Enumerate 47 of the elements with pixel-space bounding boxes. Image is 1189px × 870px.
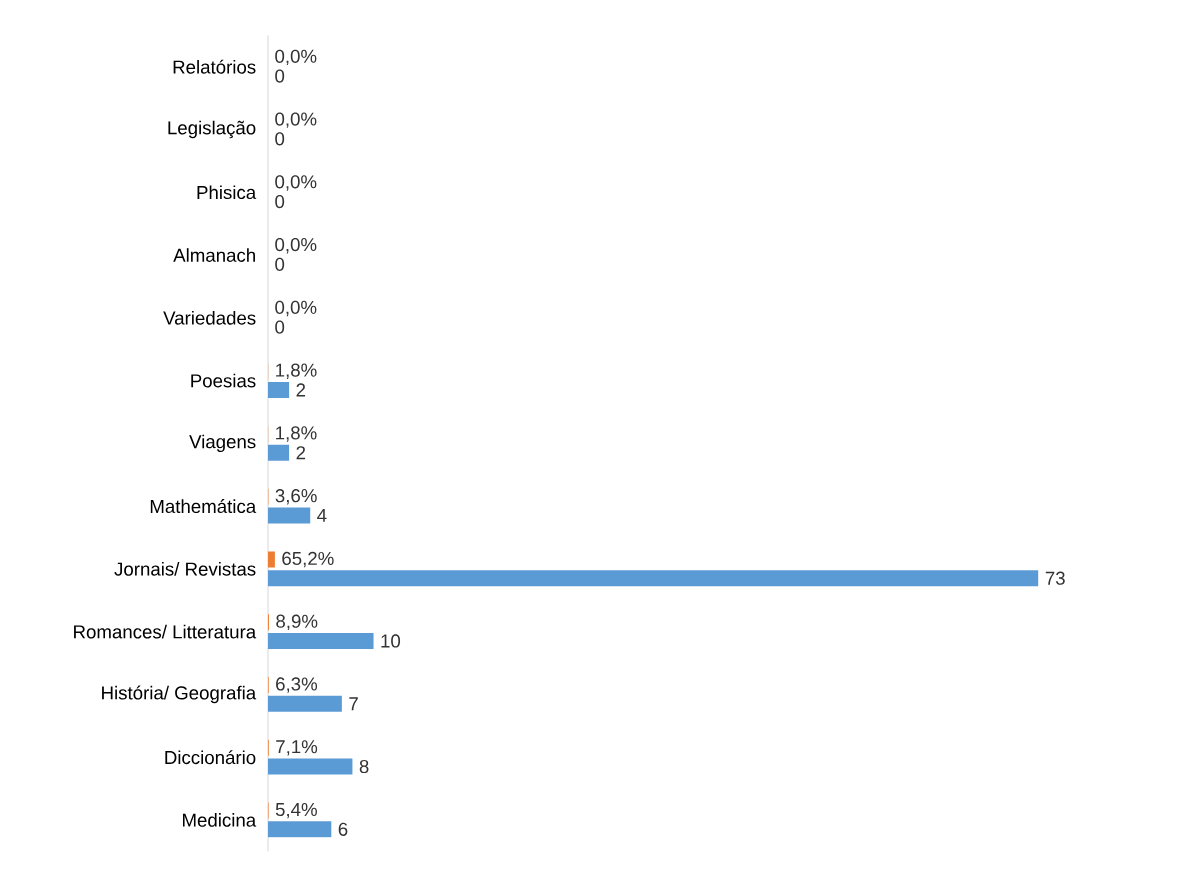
y-tick-label: Legislação <box>168 120 256 139</box>
data-label: 2 <box>296 446 306 460</box>
y-tick-label: Medicina <box>183 813 257 827</box>
data-label: 7 <box>349 697 358 711</box>
y-tick-label: Relatórios <box>173 59 256 74</box>
data-label: 0,0% <box>275 112 317 128</box>
bar <box>268 695 342 712</box>
data-label: 65,2% <box>282 551 334 568</box>
bar <box>268 570 1039 587</box>
data-label: 0 <box>275 132 285 146</box>
data-label: 7,1% <box>276 740 318 756</box>
y-tick-label: História/ Geografia <box>102 685 257 704</box>
bar <box>268 758 353 775</box>
data-label: 73 <box>1045 571 1065 585</box>
y-tick-label: Phisica <box>197 185 257 200</box>
data-label: 3,6% <box>275 489 317 505</box>
bar <box>268 381 290 398</box>
bar <box>268 632 374 649</box>
data-label: 6,3% <box>276 677 318 693</box>
y-tick-label: Viagens <box>189 434 256 453</box>
data-label: 2 <box>296 383 306 397</box>
y-tick-label: Poesias <box>191 373 256 388</box>
data-label: 10 <box>381 634 401 648</box>
data-label: 0 <box>275 69 285 83</box>
data-label: 0 <box>275 194 285 209</box>
y-tick-label: Jornais/ Revistas <box>114 562 256 576</box>
data-label: 0,0% <box>275 237 317 254</box>
bar <box>268 821 332 838</box>
data-label: 4 <box>317 509 327 522</box>
data-label: 0,0% <box>275 175 317 191</box>
data-label: 0 <box>275 320 285 334</box>
y-tick-label: Mathemática <box>150 499 257 514</box>
data-label: 5,4% <box>275 802 317 819</box>
bar <box>268 507 311 524</box>
data-label: 0,0% <box>275 300 317 317</box>
y-tick-label: Romances/ Litteratura <box>74 624 257 639</box>
data-label: 0 <box>275 257 285 271</box>
y-tick-label: Diccionário <box>165 750 256 765</box>
y-tick-label: Variedades <box>163 310 256 325</box>
data-label: 0,0% <box>275 49 317 66</box>
y-tick-label: Almanach <box>173 248 255 262</box>
data-label: 1,8% <box>276 363 317 379</box>
data-label: 6 <box>338 822 348 836</box>
data-label: 8,9% <box>276 614 318 631</box>
bar <box>268 444 290 461</box>
data-label: 8 <box>359 759 369 774</box>
data-label: 1,8% <box>276 426 317 442</box>
